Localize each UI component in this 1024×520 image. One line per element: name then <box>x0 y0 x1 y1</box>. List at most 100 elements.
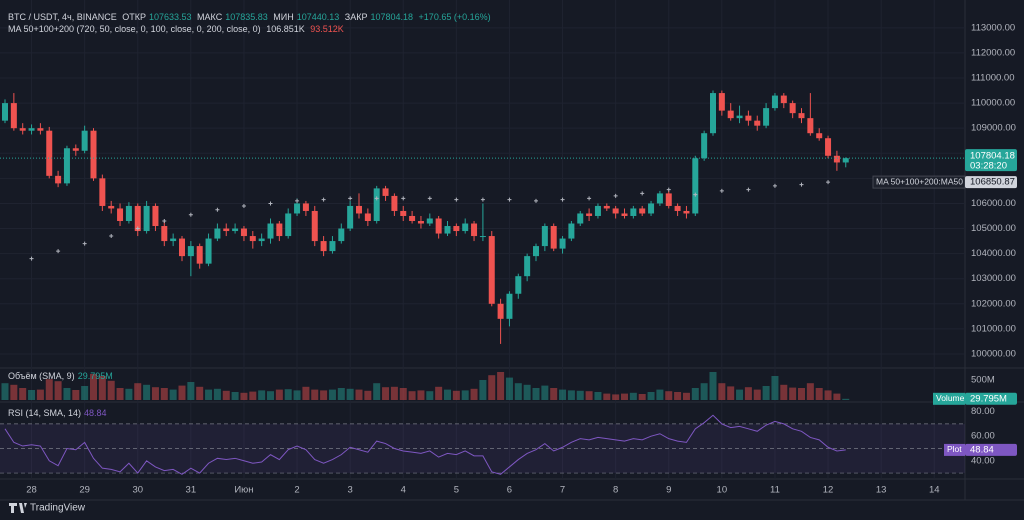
volume-bar <box>28 390 36 400</box>
ma-point <box>109 234 114 239</box>
candle-body <box>763 108 770 126</box>
x-tick-label: 11 <box>770 485 780 496</box>
candle-body <box>471 223 478 237</box>
x-tick-label: 29 <box>79 485 90 496</box>
candle-body <box>807 118 814 134</box>
volume-bar <box>514 383 522 400</box>
volume-bar <box>842 398 850 400</box>
low-label: МИН <box>273 12 294 22</box>
candle-body <box>506 293 513 319</box>
candle-body <box>833 155 840 163</box>
volume-title[interactable]: Объём (SMA, 9) <box>8 371 75 381</box>
ma-point <box>693 192 698 197</box>
candle-body <box>612 208 619 214</box>
rsi-axis-value: 48.84 <box>970 444 994 455</box>
volume-bar <box>328 389 336 400</box>
rsi-value-badge <box>965 443 1017 456</box>
volume-bar <box>90 374 97 400</box>
volume-bar <box>435 386 443 400</box>
candle-body <box>710 93 716 134</box>
volume-bar <box>107 380 115 400</box>
candle-body <box>63 148 70 184</box>
volume-bar <box>143 384 151 400</box>
volume-legend: Объём (SMA, 9) 29.795M <box>8 371 116 381</box>
y-tick-label: 113000.00 <box>971 22 1015 33</box>
volume-bar <box>753 389 761 400</box>
volume-bar <box>293 390 301 400</box>
candle-body <box>798 113 805 119</box>
volume-bar <box>736 389 744 400</box>
candle-body <box>258 238 265 242</box>
candle-body <box>825 138 832 156</box>
candle-body <box>736 115 743 119</box>
volume-bar <box>302 386 310 400</box>
volume-value: 29.795M <box>77 371 113 381</box>
rsi-tick-label: 60.00 <box>971 431 995 442</box>
volume-bar <box>833 393 841 400</box>
brand-logo <box>9 503 27 513</box>
candle-body <box>453 226 460 232</box>
x-tick-label: 28 <box>26 485 37 496</box>
y-tick-label: 111000.00 <box>971 73 1015 84</box>
volume-bar <box>54 381 62 400</box>
ma-legend-text[interactable]: MA 50+100+200 (720, 50, close, 0, 100, c… <box>8 24 261 34</box>
x-tick-label: 9 <box>666 485 671 496</box>
candle-body <box>479 236 486 238</box>
candle-body <box>232 228 239 232</box>
candle-body <box>240 228 247 237</box>
price-badge <box>965 149 1017 172</box>
volume-bar <box>806 383 814 400</box>
candle-body <box>524 256 531 277</box>
x-tick-label: 3 <box>348 485 353 496</box>
volume-bar <box>72 390 80 400</box>
candle-body <box>152 205 159 227</box>
volume-bar <box>355 389 363 400</box>
candle-body <box>780 95 787 104</box>
rsi-title[interactable]: RSI (14, SMA, 14) <box>8 408 82 418</box>
ma-point <box>454 197 459 202</box>
candle-body <box>754 120 761 126</box>
rsi-tick-label: 40.00 <box>971 455 995 466</box>
candle-body <box>550 226 557 249</box>
ma-point <box>348 196 353 201</box>
candle-body <box>603 205 610 209</box>
volume-bar <box>151 387 159 400</box>
ma-point <box>374 196 379 201</box>
candle-body <box>515 276 522 294</box>
price-badge-value: 107804.18 <box>970 151 1015 162</box>
ma-point <box>507 197 512 202</box>
candle-body <box>656 193 663 204</box>
ma-value-badge <box>965 176 1017 189</box>
ma-point <box>534 198 538 203</box>
rsi-line <box>4 414 846 475</box>
volume-bar <box>222 390 230 400</box>
candle-body <box>276 223 283 237</box>
volume-bar <box>417 390 425 400</box>
y-tick-label: 102000.00 <box>971 298 1016 309</box>
candle-body <box>559 238 566 249</box>
ma-point <box>321 197 326 202</box>
volume-bar <box>187 382 195 400</box>
ma-point <box>427 196 432 201</box>
x-tick-label: 10 <box>717 485 728 496</box>
candle-body <box>329 241 336 252</box>
candle-body <box>417 221 424 224</box>
volume-bar <box>789 387 797 400</box>
ma-point <box>719 188 724 193</box>
rsi-band <box>0 423 965 474</box>
candle-body <box>789 103 796 114</box>
volume-bar <box>125 388 133 400</box>
brand: TradingView <box>30 503 86 514</box>
volume-bar <box>594 392 602 400</box>
candle-body <box>692 158 699 214</box>
symbol[interactable]: BTC / USDT, 4ч, BINANCE <box>8 12 117 22</box>
volume-bar <box>647 392 655 400</box>
volume-bar <box>382 387 390 400</box>
y-tick-label: 109000.00 <box>971 123 1016 134</box>
volume-bar <box>19 388 27 400</box>
volume-bar <box>169 389 177 400</box>
volume-bar <box>408 391 416 400</box>
candle-body <box>541 226 548 247</box>
ma-point <box>56 249 61 254</box>
